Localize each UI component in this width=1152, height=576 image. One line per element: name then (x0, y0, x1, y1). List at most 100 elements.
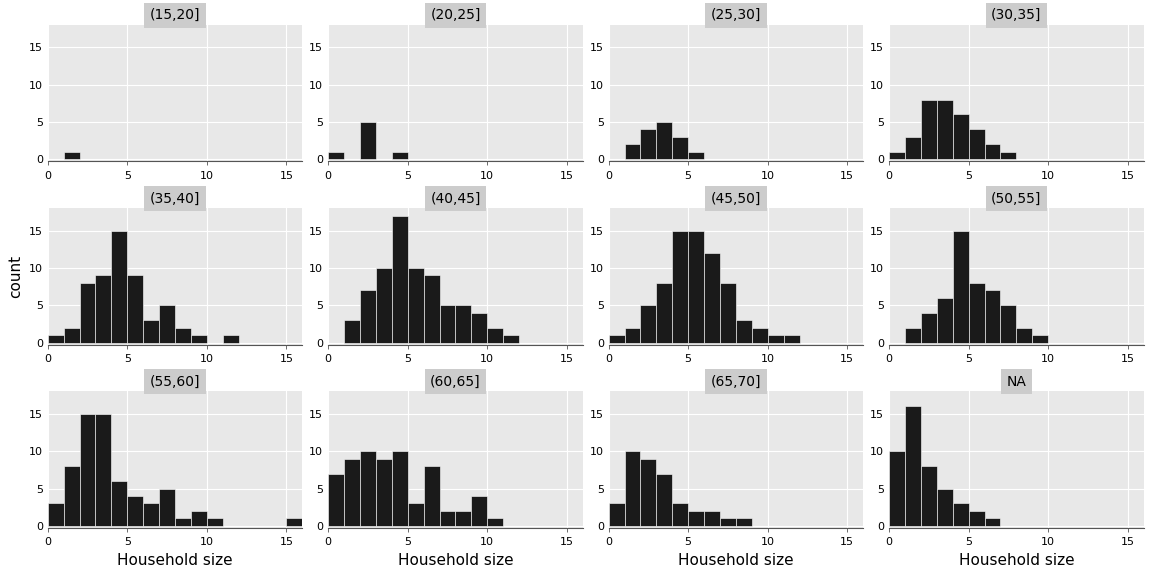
Bar (175, 328, 191, 343)
Bar (344, 320, 361, 343)
Bar (376, 268, 392, 343)
Bar (143, 320, 159, 343)
Bar (920, 100, 937, 159)
Bar (361, 451, 376, 526)
Bar (937, 488, 953, 526)
Bar (673, 137, 688, 159)
Bar (392, 215, 408, 343)
Bar (96, 275, 112, 343)
Bar (487, 328, 503, 343)
Bar (222, 335, 238, 343)
Bar (720, 518, 736, 526)
Bar (783, 335, 799, 343)
Bar (920, 313, 937, 343)
Bar (608, 503, 624, 526)
Title: (30,35]: (30,35] (991, 8, 1041, 22)
Bar (143, 503, 159, 526)
Bar (79, 414, 96, 526)
Bar (624, 145, 641, 159)
Title: (25,30]: (25,30] (711, 8, 761, 22)
Bar (63, 466, 79, 526)
Bar (688, 230, 704, 343)
Bar (1000, 305, 1016, 343)
Bar (937, 100, 953, 159)
Bar (392, 451, 408, 526)
Title: (55,60]: (55,60] (150, 375, 200, 389)
Bar (207, 518, 222, 526)
Bar (471, 313, 487, 343)
Bar (953, 230, 969, 343)
Bar (328, 473, 344, 526)
Bar (736, 320, 752, 343)
Bar (440, 305, 455, 343)
Bar (624, 451, 641, 526)
Bar (328, 152, 344, 159)
Bar (1032, 335, 1048, 343)
Bar (63, 328, 79, 343)
Bar (673, 503, 688, 526)
Bar (920, 466, 937, 526)
X-axis label: Household size: Household size (118, 552, 233, 568)
Title: (20,25]: (20,25] (431, 8, 480, 22)
Bar (1016, 328, 1032, 343)
Bar (392, 152, 408, 159)
Title: (65,70]: (65,70] (711, 375, 761, 389)
Bar (159, 305, 175, 343)
Bar (767, 335, 783, 343)
Bar (969, 130, 985, 159)
Bar (657, 473, 673, 526)
Title: (40,45]: (40,45] (431, 192, 480, 206)
Title: (35,40]: (35,40] (150, 192, 200, 206)
Bar (408, 268, 424, 343)
X-axis label: Household size: Household size (679, 552, 794, 568)
Bar (424, 275, 440, 343)
Bar (953, 503, 969, 526)
Title: NA: NA (1007, 375, 1026, 389)
Bar (673, 230, 688, 343)
Bar (985, 518, 1000, 526)
Bar (344, 458, 361, 526)
Bar (969, 283, 985, 343)
Bar (455, 511, 471, 526)
Bar (688, 511, 704, 526)
Bar (112, 230, 128, 343)
Bar (641, 458, 657, 526)
Bar (47, 503, 63, 526)
Bar (889, 451, 905, 526)
Bar (969, 511, 985, 526)
Bar (953, 115, 969, 159)
Bar (408, 503, 424, 526)
Bar (159, 488, 175, 526)
Bar (736, 518, 752, 526)
Bar (455, 305, 471, 343)
Title: (50,55]: (50,55] (991, 192, 1041, 206)
Bar (937, 298, 953, 343)
Bar (657, 283, 673, 343)
Bar (985, 145, 1000, 159)
Bar (287, 518, 302, 526)
Bar (1000, 152, 1016, 159)
Bar (376, 458, 392, 526)
Bar (889, 152, 905, 159)
X-axis label: Household size: Household size (397, 552, 514, 568)
Bar (905, 328, 920, 343)
Bar (191, 511, 207, 526)
Bar (624, 328, 641, 343)
Bar (905, 137, 920, 159)
Title: (15,20]: (15,20] (150, 8, 200, 22)
Bar (361, 290, 376, 343)
Bar (752, 328, 767, 343)
Bar (128, 275, 143, 343)
Bar (641, 305, 657, 343)
Y-axis label: count: count (8, 255, 23, 298)
Bar (487, 518, 503, 526)
Bar (704, 253, 720, 343)
Bar (96, 414, 112, 526)
Bar (688, 152, 704, 159)
Bar (424, 466, 440, 526)
Bar (79, 283, 96, 343)
Bar (361, 122, 376, 159)
Bar (657, 122, 673, 159)
Bar (985, 290, 1000, 343)
Bar (440, 511, 455, 526)
